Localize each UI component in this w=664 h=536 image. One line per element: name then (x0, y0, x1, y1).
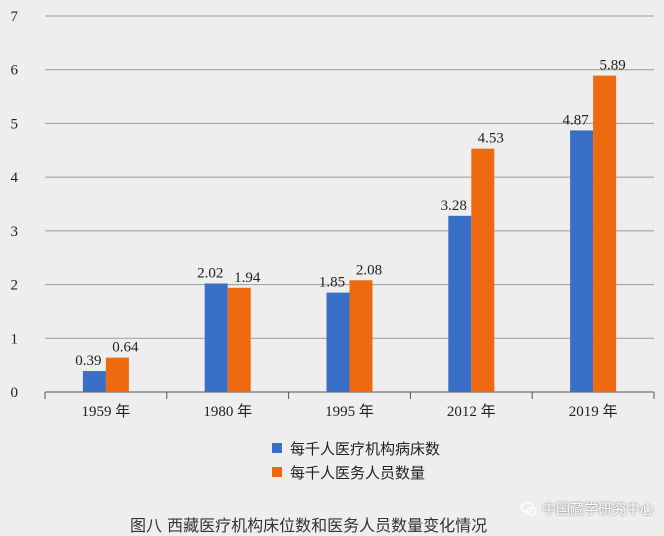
x-tick-label: 2019 年 (569, 403, 618, 420)
data-label-staff: 5.89 (599, 58, 625, 74)
bar-beds (570, 130, 594, 392)
data-label-beds: 1.85 (319, 275, 345, 291)
bar-beds (448, 215, 472, 392)
legend: 每千人医疗机构病床数 每千人医务人员数量 (272, 436, 440, 484)
wechat-icon (520, 501, 537, 516)
bar-staff (593, 75, 617, 392)
legend-item-staff: 每千人医务人员数量 (272, 460, 440, 484)
watermark-text: 中国藏学研究中心 (542, 502, 654, 518)
legend-label-beds: 每千人医疗机构病床数 (290, 439, 441, 458)
x-tick-label: 1959 年 (82, 403, 131, 420)
legend-swatch-staff (272, 467, 282, 477)
data-label-beds: 0.39 (75, 353, 101, 369)
bar-staff (349, 280, 373, 392)
bar-beds (326, 292, 350, 392)
y-tick-label: 6 (11, 63, 19, 79)
y-tick-label: 3 (11, 224, 19, 240)
watermark: 中国藏学研究中心 (520, 499, 654, 519)
data-label-staff: 4.53 (478, 131, 504, 147)
data-label-beds: 3.28 (441, 198, 467, 214)
data-label-staff: 1.94 (234, 270, 261, 286)
data-label-staff: 2.08 (356, 262, 382, 278)
legend-label-staff: 每千人医务人员数量 (290, 463, 426, 482)
x-tick-label: 2012 年 (447, 403, 496, 420)
y-tick-label: 2 (11, 278, 19, 294)
bar-staff (471, 148, 495, 392)
bar-chart: 0 1 2 3 4 5 6 7 0.39 0.64 1959 年 2.02 1.94 1980 年 1.85… (11, 9, 655, 420)
y-tick-label: 7 (11, 9, 19, 25)
bar-beds (204, 283, 228, 392)
bar-beds (82, 371, 106, 392)
data-label-staff: 0.64 (112, 340, 139, 356)
x-tick-label: 1995 年 (325, 403, 374, 420)
y-tick-label: 4 (11, 170, 19, 186)
bar-staff (227, 287, 251, 392)
y-tick-label: 5 (11, 116, 19, 132)
legend-item-beds: 每千人医疗机构病床数 (272, 436, 440, 460)
y-tick-label: 1 (11, 331, 19, 347)
legend-swatch-beds (272, 443, 282, 453)
x-tick-label: 1980 年 (203, 403, 252, 420)
data-label-beds: 2.02 (197, 265, 223, 281)
figure-caption: 图八 西藏医疗机构床位数和医务人员数量变化情况 (130, 516, 488, 535)
bar-staff (105, 357, 129, 392)
data-label-beds: 4.87 (562, 112, 589, 128)
y-tick-label: 0 (11, 385, 19, 401)
